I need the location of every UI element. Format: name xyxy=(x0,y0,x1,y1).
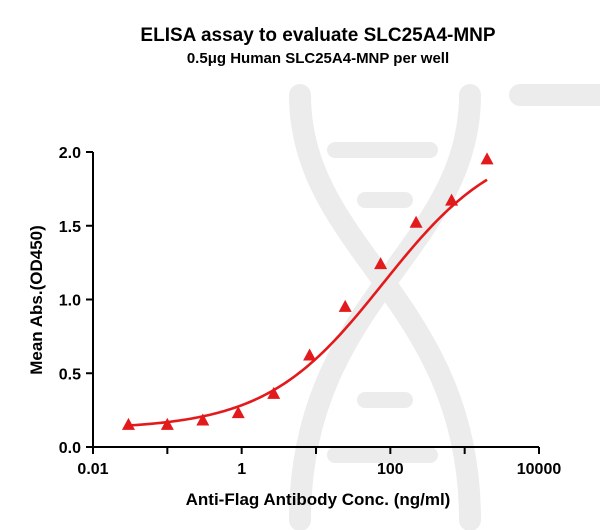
data-point xyxy=(338,299,352,312)
data-point xyxy=(303,348,317,361)
chart-subtitle: 0.5μg Human SLC25A4-MNP per well xyxy=(187,50,449,67)
data-point xyxy=(231,406,245,419)
data-point xyxy=(409,215,423,228)
y-axis-ticks: 0.0 0.5 1.0 1.5 2.0 xyxy=(59,145,93,457)
x-tick-label: 0.01 xyxy=(77,461,108,478)
data-point xyxy=(196,413,210,426)
fit-curve-layer xyxy=(128,178,488,427)
fit-curve xyxy=(128,178,488,427)
y-tick-label: 2.0 xyxy=(59,145,81,162)
x-tick-label: 100 xyxy=(377,461,404,478)
chart-title: ELISA assay to evaluate SLC25A4-MNP xyxy=(140,25,495,46)
data-point xyxy=(121,417,135,430)
data-point xyxy=(267,386,281,399)
x-axis-ticks: 0.01 1 100 10000 xyxy=(77,447,561,478)
data-points xyxy=(121,152,494,430)
data-point xyxy=(480,152,494,165)
y-axis-label: Mean Abs.(OD450) xyxy=(27,225,46,375)
data-point xyxy=(374,257,388,270)
y-tick-label: 0.0 xyxy=(59,440,81,457)
x-tick-label: 10000 xyxy=(517,461,562,478)
dna-watermark xyxy=(289,84,600,530)
y-tick-label: 1.0 xyxy=(59,293,81,310)
data-point xyxy=(160,417,174,430)
y-tick-label: 1.5 xyxy=(59,219,81,236)
data-point xyxy=(445,193,459,206)
x-tick-label: 1 xyxy=(237,461,246,478)
y-tick-label: 0.5 xyxy=(59,366,81,383)
x-axis-label: Anti-Flag Antibody Conc. (ng/ml) xyxy=(186,490,451,509)
